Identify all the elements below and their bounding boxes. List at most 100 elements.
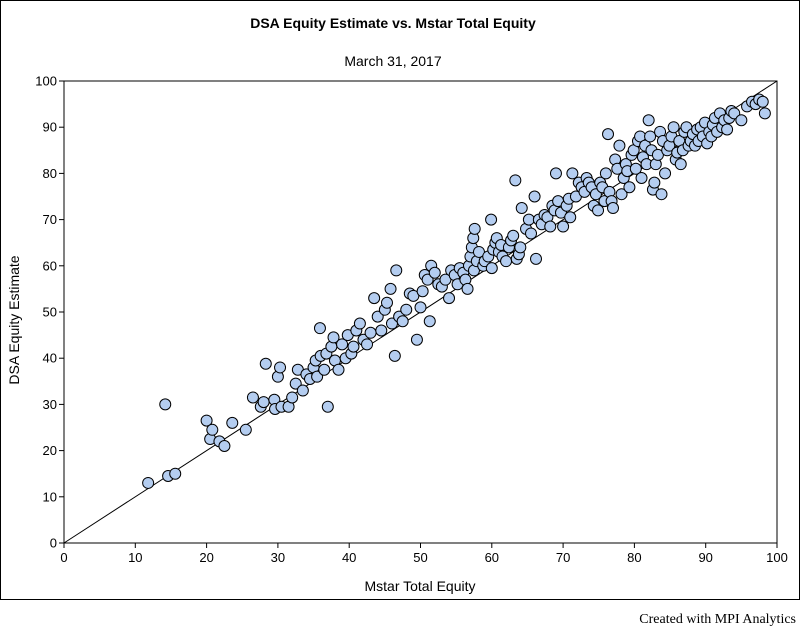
data-point (327, 331, 340, 344)
y-tick-label: 30 (43, 397, 57, 412)
chart-title: DSA Equity Estimate vs. Mstar Total Equi… (250, 15, 536, 31)
data-points (142, 93, 771, 489)
data-point (257, 396, 270, 409)
data-point (528, 190, 541, 203)
x-axis-label: Mstar Total Equity (364, 578, 475, 594)
credit-text: Created with MPI Analytics (639, 612, 796, 627)
x-tick-label: 100 (766, 550, 788, 565)
data-point (613, 139, 626, 152)
data-point (400, 303, 413, 316)
x-tick-label: 70 (556, 550, 570, 565)
data-point (522, 213, 535, 226)
data-point (169, 467, 182, 480)
data-point (332, 363, 345, 376)
x-tick-label: 0 (60, 550, 67, 565)
data-point (296, 384, 309, 397)
data-point (557, 220, 570, 233)
y-axis-label: DSA Equity Estimate (6, 255, 22, 384)
data-point (375, 324, 388, 337)
data-point (602, 128, 615, 141)
data-point (515, 202, 528, 215)
data-point (485, 213, 498, 226)
data-point (259, 357, 272, 370)
data-point (659, 167, 672, 180)
scatter-chart: DSA Equity Estimate vs. Mstar Total Equi… (6, 15, 788, 594)
data-point (648, 176, 661, 189)
data-point (390, 264, 403, 277)
data-point (544, 220, 557, 233)
y-tick-label: 90 (43, 120, 57, 135)
y-tick-label: 80 (43, 166, 57, 181)
data-point (289, 377, 302, 390)
data-point (642, 114, 655, 127)
data-point (514, 241, 527, 254)
data-point (674, 158, 687, 171)
data-point (313, 322, 326, 335)
data-point (239, 423, 252, 436)
x-tick-label: 60 (485, 550, 499, 565)
data-point (396, 315, 409, 328)
x-tick-label: 10 (128, 550, 142, 565)
data-point (635, 172, 648, 185)
data-point (218, 439, 231, 452)
data-point (623, 181, 636, 194)
data-point (507, 229, 520, 242)
data-point (428, 266, 441, 279)
x-tick-label: 20 (199, 550, 213, 565)
y-tick-label: 0 (50, 536, 57, 551)
data-point (530, 252, 543, 265)
data-point (468, 222, 481, 235)
data-point (371, 310, 384, 323)
data-point (667, 121, 680, 134)
data-point (206, 423, 219, 436)
data-point (599, 167, 612, 180)
data-point (443, 292, 456, 305)
data-point (364, 326, 377, 339)
y-tick-label: 20 (43, 443, 57, 458)
data-point (500, 255, 513, 268)
data-point (311, 370, 324, 383)
data-point (461, 282, 474, 295)
data-point (246, 391, 259, 404)
data-point (388, 349, 401, 362)
data-point (416, 285, 429, 298)
data-point (286, 391, 299, 404)
data-point (644, 130, 657, 143)
data-point (423, 315, 436, 328)
data-point (566, 167, 579, 180)
data-point (361, 338, 374, 351)
y-tick-label: 10 (43, 489, 57, 504)
data-point (525, 227, 538, 240)
data-point (318, 363, 331, 376)
data-point (336, 338, 349, 351)
data-point (321, 400, 334, 413)
data-point (735, 114, 748, 127)
y-tick-label: 70 (43, 212, 57, 227)
data-point (200, 414, 213, 427)
data-point (728, 107, 741, 120)
x-tick-label: 30 (271, 550, 285, 565)
data-point (347, 340, 360, 353)
y-tick-label: 50 (43, 305, 57, 320)
data-point (592, 204, 605, 217)
data-point (655, 188, 668, 201)
data-point (353, 317, 366, 330)
chart-subtitle: March 31, 2017 (344, 53, 441, 69)
data-point (421, 273, 434, 286)
data-point (384, 282, 397, 295)
data-point (226, 416, 239, 429)
x-tick-label: 80 (627, 550, 641, 565)
data-point (549, 167, 562, 180)
data-point (758, 107, 771, 120)
data-point (414, 301, 427, 314)
data-point (380, 296, 393, 309)
data-point (564, 211, 577, 224)
data-point (756, 95, 769, 108)
data-point (159, 398, 172, 411)
data-point (615, 188, 628, 201)
data-point (509, 174, 522, 187)
data-point (274, 361, 287, 374)
y-axis-ticks: 0 10 20 30 40 50 60 70 80 90 100 (35, 74, 64, 551)
data-point (410, 333, 423, 346)
data-point (721, 123, 734, 136)
